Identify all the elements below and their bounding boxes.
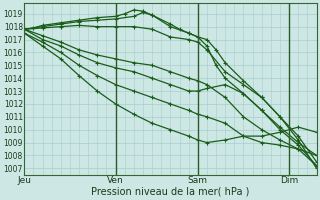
X-axis label: Pression niveau de la mer( hPa ): Pression niveau de la mer( hPa ) bbox=[91, 187, 250, 197]
